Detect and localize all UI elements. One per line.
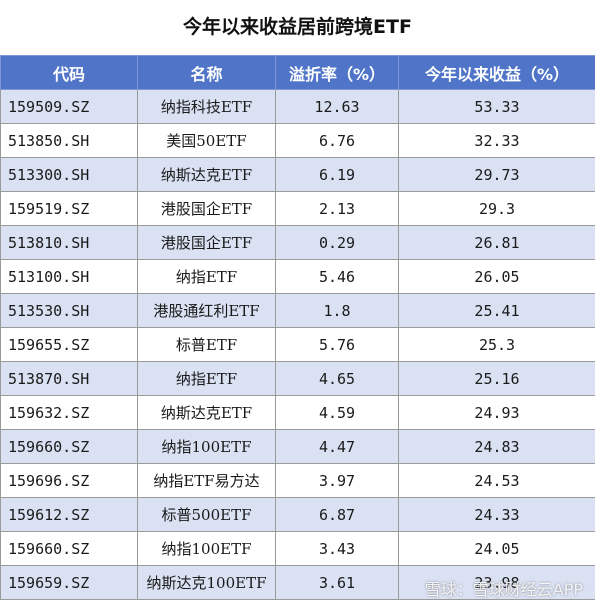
cell-code: 159509.SZ — [0, 89, 138, 124]
cell-code: 513810.SH — [0, 225, 138, 260]
cell-ytd: 29.3 — [398, 191, 595, 226]
cell-name: 纳斯达克ETF — [137, 395, 276, 430]
cell-premium: 0.29 — [275, 225, 399, 260]
cell-code: 513870.SH — [0, 361, 138, 396]
header-premium: 溢折率（%） — [275, 55, 399, 90]
cell-premium: 4.59 — [275, 395, 399, 430]
table-row: 159655.SZ 标普ETF 5.76 25.3 — [0, 327, 595, 362]
cell-name: 美国50ETF — [137, 123, 276, 158]
cell-premium: 1.8 — [275, 293, 399, 328]
table-row: 159632.SZ 纳斯达克ETF 4.59 24.93 — [0, 395, 595, 430]
cell-code: 159660.SZ — [0, 531, 138, 566]
table-row: 159612.SZ 标普500ETF 6.87 24.33 — [0, 497, 595, 532]
cell-code: 159659.SZ — [0, 565, 138, 600]
cell-ytd: 53.33 — [398, 89, 595, 124]
cell-premium: 5.46 — [275, 259, 399, 294]
cell-ytd: 24.93 — [398, 395, 595, 430]
table-row: 159660.SZ 纳指100ETF 3.43 24.05 — [0, 531, 595, 566]
cell-code: 513850.SH — [0, 123, 138, 158]
cell-ytd: 29.73 — [398, 157, 595, 192]
cell-premium: 4.47 — [275, 429, 399, 464]
cell-name: 纳指100ETF — [137, 429, 276, 464]
cell-name: 纳指100ETF — [137, 531, 276, 566]
cell-name: 纳指ETF — [137, 259, 276, 294]
cell-name: 港股国企ETF — [137, 191, 276, 226]
cell-name: 标普ETF — [137, 327, 276, 362]
cell-premium: 2.13 — [275, 191, 399, 226]
cell-ytd: 24.05 — [398, 531, 595, 566]
cell-name: 标普500ETF — [137, 497, 276, 532]
cell-code: 513300.SH — [0, 157, 138, 192]
header-name: 名称 — [137, 55, 276, 90]
cell-name: 港股通红利ETF — [137, 293, 276, 328]
cell-name: 港股国企ETF — [137, 225, 276, 260]
cell-code: 159655.SZ — [0, 327, 138, 362]
cell-code: 159696.SZ — [0, 463, 138, 498]
cell-premium: 6.87 — [275, 497, 399, 532]
table-row: 159659.SZ 纳斯达克100ETF 3.61 23.98 — [0, 565, 595, 600]
table-row: 513810.SH 港股国企ETF 0.29 26.81 — [0, 225, 595, 260]
table-row: 159509.SZ 纳指科技ETF 12.63 53.33 — [0, 89, 595, 124]
cell-ytd: 24.33 — [398, 497, 595, 532]
table-row: 513870.SH 纳指ETF 4.65 25.16 — [0, 361, 595, 396]
cell-name: 纳斯达克ETF — [137, 157, 276, 192]
cell-premium: 12.63 — [275, 89, 399, 124]
cell-ytd: 26.05 — [398, 259, 595, 294]
cell-code: 159519.SZ — [0, 191, 138, 226]
table-row: 159660.SZ 纳指100ETF 4.47 24.83 — [0, 429, 595, 464]
cell-code: 513530.SH — [0, 293, 138, 328]
cell-premium: 6.19 — [275, 157, 399, 192]
cell-premium: 3.43 — [275, 531, 399, 566]
etf-table: 代码 名称 溢折率（%） 今年以来收益（%） 159509.SZ 纳指科技ETF 1… — [0, 55, 595, 600]
cell-premium: 5.76 — [275, 327, 399, 362]
table-row: 159519.SZ 港股国企ETF 2.13 29.3 — [0, 191, 595, 226]
cell-ytd: 23.98 — [398, 565, 595, 600]
cell-ytd: 25.41 — [398, 293, 595, 328]
cell-premium: 3.61 — [275, 565, 399, 600]
cell-name: 纳斯达克100ETF — [137, 565, 276, 600]
cell-code: 159632.SZ — [0, 395, 138, 430]
cell-code: 159612.SZ — [0, 497, 138, 532]
page-title: 今年以来收益居前跨境ETF — [0, 0, 595, 56]
header-code: 代码 — [0, 55, 138, 90]
cell-ytd: 25.16 — [398, 361, 595, 396]
cell-name: 纳指ETF易方达 — [137, 463, 276, 498]
table-row: 513850.SH 美国50ETF 6.76 32.33 — [0, 123, 595, 158]
cell-ytd: 24.83 — [398, 429, 595, 464]
table-row: 159696.SZ 纳指ETF易方达 3.97 24.53 — [0, 463, 595, 498]
cell-premium: 4.65 — [275, 361, 399, 396]
cell-code: 159660.SZ — [0, 429, 138, 464]
cell-ytd: 32.33 — [398, 123, 595, 158]
cell-premium: 3.97 — [275, 463, 399, 498]
table-row: 513530.SH 港股通红利ETF 1.8 25.41 — [0, 293, 595, 328]
cell-ytd: 24.53 — [398, 463, 595, 498]
header-ytd-return: 今年以来收益（%） — [398, 55, 595, 90]
watermark: 雪球：雪球财经云APP — [424, 580, 583, 599]
cell-name: 纳指科技ETF — [137, 89, 276, 124]
table-row: 513300.SH 纳斯达克ETF 6.19 29.73 — [0, 157, 595, 192]
table-header-row: 代码 名称 溢折率（%） 今年以来收益（%） — [0, 55, 595, 90]
cell-name: 纳指ETF — [137, 361, 276, 396]
cell-code: 513100.SH — [0, 259, 138, 294]
table-row: 513100.SH 纳指ETF 5.46 26.05 — [0, 259, 595, 294]
cell-ytd: 25.3 — [398, 327, 595, 362]
cell-premium: 6.76 — [275, 123, 399, 158]
cell-ytd: 26.81 — [398, 225, 595, 260]
